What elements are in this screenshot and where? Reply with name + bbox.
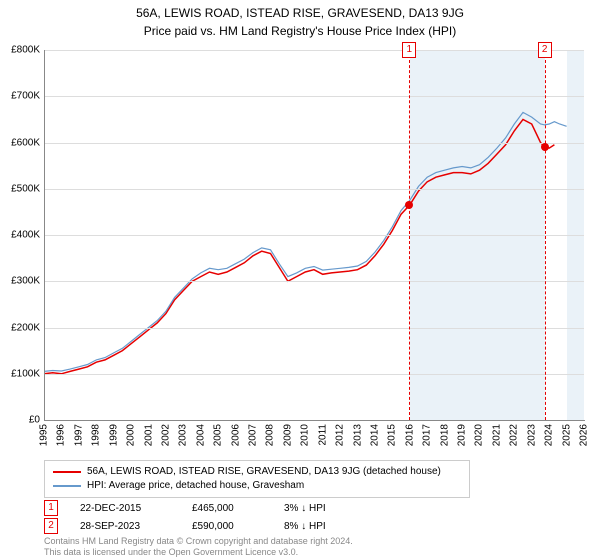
x-axis-label: 2011	[317, 424, 328, 446]
x-axis-label: 2000	[126, 424, 137, 446]
sale-marker-box: 1	[402, 42, 416, 58]
gridline	[44, 328, 584, 329]
legend-box: 56A, LEWIS ROAD, ISTEAD RISE, GRAVESEND,…	[44, 460, 470, 498]
sale-marker-line	[545, 50, 546, 420]
x-axis-label: 2018	[439, 424, 450, 446]
gridline	[44, 143, 584, 144]
x-axis-label: 2024	[544, 424, 555, 446]
sale-marker-2: 2	[44, 518, 58, 534]
sale-date-2: 28-SEP-2023	[80, 521, 170, 532]
sale-marker-dot	[541, 143, 549, 151]
x-axis-label: 2020	[474, 424, 485, 446]
sale-marker-box: 2	[538, 42, 552, 58]
legend-swatch-property	[53, 471, 81, 473]
sale-marker-line	[409, 50, 410, 420]
x-axis-label: 2019	[457, 424, 468, 446]
x-axis-label: 2016	[404, 424, 415, 446]
x-axis-label: 2009	[282, 424, 293, 446]
x-axis-label: 2013	[352, 424, 363, 446]
x-axis-label: 2014	[369, 424, 380, 446]
series-hpi	[44, 112, 567, 371]
y-axis-label: £300K	[11, 276, 40, 287]
x-axis-label: 2003	[178, 424, 189, 446]
legend-swatch-hpi	[53, 485, 81, 487]
x-axis-label: 2006	[230, 424, 241, 446]
x-axis-label: 2021	[491, 424, 502, 446]
gridline	[44, 420, 584, 421]
sale-diff-2: 8% ↓ HPI	[284, 521, 326, 532]
chart-container: 56A, LEWIS ROAD, ISTEAD RISE, GRAVESEND,…	[0, 0, 600, 560]
x-axis-label: 2005	[213, 424, 224, 446]
y-axis-label: £800K	[11, 45, 40, 56]
sale-price-2: £590,000	[192, 521, 262, 532]
gridline	[44, 189, 584, 190]
x-axis-label: 2004	[195, 424, 206, 446]
x-axis-label: 2001	[143, 424, 154, 446]
sale-row: 1 22-DEC-2015 £465,000 3% ↓ HPI	[44, 500, 326, 516]
x-axis-label: 2017	[422, 424, 433, 446]
gridline	[44, 50, 584, 51]
gridline	[44, 374, 584, 375]
x-axis-label: 2026	[579, 424, 590, 446]
plot-area: 12	[44, 50, 584, 420]
x-axis-label: 1997	[73, 424, 84, 446]
x-axis-label: 1996	[56, 424, 67, 446]
sale-price-1: £465,000	[192, 503, 262, 514]
gridline	[44, 96, 584, 97]
x-axis-label: 2007	[248, 424, 259, 446]
chart-title-address: 56A, LEWIS ROAD, ISTEAD RISE, GRAVESEND,…	[0, 0, 600, 20]
sale-marker-dot	[405, 201, 413, 209]
x-axis-label: 2012	[335, 424, 346, 446]
series-property	[44, 119, 554, 373]
y-axis-label: £700K	[11, 91, 40, 102]
legend-label-property: 56A, LEWIS ROAD, ISTEAD RISE, GRAVESEND,…	[87, 465, 441, 479]
footer-attribution: Contains HM Land Registry data © Crown c…	[44, 536, 353, 558]
footer-line2: This data is licensed under the Open Gov…	[44, 547, 353, 558]
sale-diff-1: 3% ↓ HPI	[284, 503, 326, 514]
legend-item: 56A, LEWIS ROAD, ISTEAD RISE, GRAVESEND,…	[53, 465, 461, 479]
y-axis-label: £200K	[11, 322, 40, 333]
y-axis-label: £600K	[11, 137, 40, 148]
y-axis-label: £500K	[11, 183, 40, 194]
x-axis-label: 2002	[160, 424, 171, 446]
gridline	[44, 235, 584, 236]
x-axis-label: 2008	[265, 424, 276, 446]
legend-item: HPI: Average price, detached house, Grav…	[53, 479, 461, 493]
x-axis-label: 1998	[91, 424, 102, 446]
x-axis-label: 1995	[39, 424, 50, 446]
x-axis-label: 2025	[561, 424, 572, 446]
y-axis-label: £100K	[11, 368, 40, 379]
footer-line1: Contains HM Land Registry data © Crown c…	[44, 536, 353, 547]
chart-subtitle: Price paid vs. HM Land Registry's House …	[0, 20, 600, 38]
x-axis-label: 1999	[108, 424, 119, 446]
x-axis-label: 2015	[387, 424, 398, 446]
y-axis-label: £400K	[11, 230, 40, 241]
sale-marker-1: 1	[44, 500, 58, 516]
x-axis-label: 2022	[509, 424, 520, 446]
sale-date-1: 22-DEC-2015	[80, 503, 170, 514]
x-axis-label: 2023	[526, 424, 537, 446]
sale-row: 2 28-SEP-2023 £590,000 8% ↓ HPI	[44, 518, 326, 534]
x-axis-label: 2010	[300, 424, 311, 446]
gridline	[44, 281, 584, 282]
legend-label-hpi: HPI: Average price, detached house, Grav…	[87, 479, 304, 493]
